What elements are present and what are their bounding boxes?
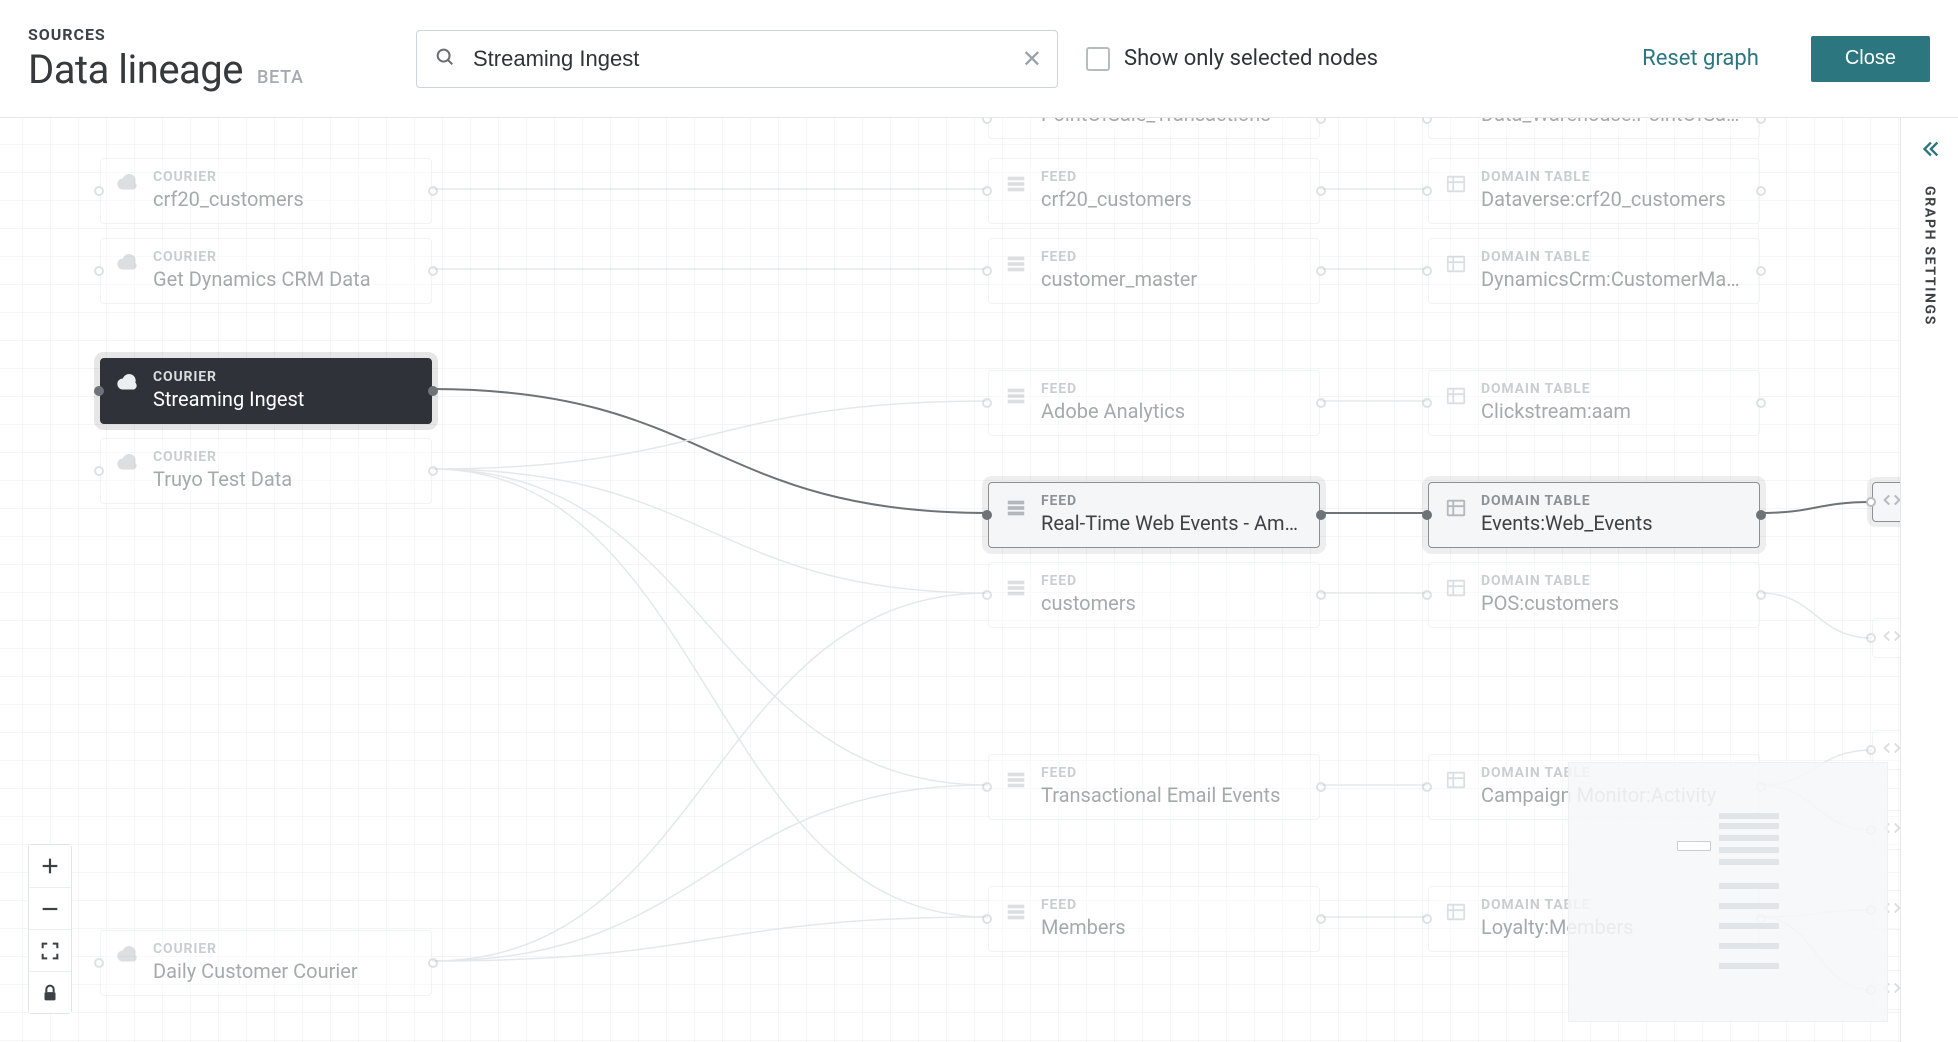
reset-graph-link[interactable]: Reset graph: [1642, 46, 1759, 71]
checkbox-box: [1086, 47, 1110, 71]
node-type: COURIER: [153, 449, 415, 465]
title-eyebrow: SOURCES: [28, 25, 388, 44]
domain-table-icon: [1445, 769, 1467, 795]
node-label: Get Dynamics CRM Data: [153, 267, 415, 291]
node-type: FEED: [1041, 573, 1303, 589]
close-button[interactable]: Close: [1811, 36, 1930, 82]
courier-icon: [117, 453, 139, 479]
lineage-node[interactable]: FEED Transactional Email Events: [988, 754, 1320, 820]
node-label: crf20_customers: [153, 187, 415, 211]
feed-icon: [1005, 901, 1027, 927]
lineage-canvas[interactable]: FEEDPointOfSale_TransactionsDOMAIN TABLE…: [0, 118, 1958, 1042]
courier-icon: [117, 253, 139, 279]
search-icon: [434, 46, 456, 72]
node-label: Daily Customer Courier: [153, 959, 415, 983]
node-label: Members: [1041, 915, 1303, 939]
domain-table-icon: [1445, 901, 1467, 927]
zoom-toolbar: [28, 844, 72, 1014]
node-label: Adobe Analytics: [1041, 399, 1303, 423]
domain-table-icon: [1445, 577, 1467, 603]
node-type: DOMAIN TABLE: [1481, 249, 1743, 265]
lineage-node[interactable]: COURIER Streaming Ingest: [100, 358, 432, 424]
node-type: FEED: [1041, 493, 1303, 509]
domain-table-icon: [1445, 497, 1467, 523]
node-label: Real-Time Web Events - Ampe…: [1041, 511, 1303, 535]
node-label: Truyo Test Data: [153, 467, 415, 491]
node-label: customer_master: [1041, 267, 1303, 291]
lineage-node[interactable]: COURIER Daily Customer Courier: [100, 930, 432, 996]
node-type: FEED: [1041, 765, 1303, 781]
node-type: COURIER: [153, 369, 415, 385]
zoom-out-button[interactable]: [29, 887, 71, 929]
domain-table-icon: [1445, 253, 1467, 279]
checkbox-label: Show only selected nodes: [1124, 46, 1378, 71]
node-type: FEED: [1041, 897, 1303, 913]
feed-icon: [1005, 577, 1027, 603]
node-type: FEED: [1041, 169, 1303, 185]
feed-icon: [1005, 769, 1027, 795]
lineage-node[interactable]: DOMAIN TABLE DynamicsCrm:CustomerMaster: [1428, 238, 1760, 304]
node-type: FEED: [1041, 381, 1303, 397]
feed-icon: [1005, 497, 1027, 523]
node-type: DOMAIN TABLE: [1481, 169, 1743, 185]
collapse-rail-icon[interactable]: [1919, 138, 1941, 164]
feed-icon: [1005, 253, 1027, 279]
lineage-node[interactable]: FEED crf20_customers: [988, 158, 1320, 224]
node-type: COURIER: [153, 169, 415, 185]
node-label: customers: [1041, 591, 1303, 615]
courier-icon: [117, 373, 139, 399]
node-type: FEED: [1041, 249, 1303, 265]
feed-icon: [1005, 385, 1027, 411]
node-label: Transactional Email Events: [1041, 783, 1303, 807]
lock-layout-button[interactable]: [29, 971, 71, 1013]
lineage-node[interactable]: COURIER Truyo Test Data: [100, 438, 432, 504]
feed-icon: [1005, 173, 1027, 199]
lineage-node[interactable]: COURIER crf20_customers: [100, 158, 432, 224]
courier-icon: [117, 173, 139, 199]
node-type: DOMAIN TABLE: [1481, 493, 1743, 509]
domain-table-icon: [1445, 173, 1467, 199]
node-label: Dataverse:crf20_customers: [1481, 187, 1743, 211]
domain-table-icon: [1445, 385, 1467, 411]
courier-icon: [117, 945, 139, 971]
minimap[interactable]: [1568, 762, 1888, 1022]
node-label: POS:customers: [1481, 591, 1743, 615]
lineage-node[interactable]: FEED customer_master: [988, 238, 1320, 304]
node-type: DOMAIN TABLE: [1481, 573, 1743, 589]
lineage-node[interactable]: FEED Adobe Analytics: [988, 370, 1320, 436]
lineage-node[interactable]: DOMAIN TABLE POS:customers: [1428, 562, 1760, 628]
node-type: COURIER: [153, 941, 415, 957]
search-wrap: ✕: [416, 30, 1058, 88]
header: SOURCES Data lineage BETA ✕ Show only se…: [0, 0, 1958, 118]
node-label: Clickstream:aam: [1481, 399, 1743, 423]
settings-rail-label[interactable]: GRAPH SETTINGS: [1922, 186, 1938, 326]
node-label: DynamicsCrm:CustomerMaster: [1481, 267, 1743, 291]
show-only-selected-checkbox[interactable]: Show only selected nodes: [1086, 46, 1378, 71]
fit-to-screen-button[interactable]: [29, 929, 71, 971]
lineage-node[interactable]: FEED customers: [988, 562, 1320, 628]
lineage-node[interactable]: FEED Members: [988, 886, 1320, 952]
node-label: Streaming Ingest: [153, 387, 415, 411]
lineage-node[interactable]: DOMAIN TABLE Dataverse:crf20_customers: [1428, 158, 1760, 224]
lineage-node[interactable]: COURIER Get Dynamics CRM Data: [100, 238, 432, 304]
node-type: COURIER: [153, 249, 415, 265]
lineage-node[interactable]: DOMAIN TABLE Clickstream:aam: [1428, 370, 1760, 436]
node-label: crf20_customers: [1041, 187, 1303, 211]
beta-badge: BETA: [257, 67, 304, 88]
page-title: Data lineage: [28, 46, 243, 93]
node-label: Events:Web_Events: [1481, 511, 1743, 535]
search-input[interactable]: [416, 30, 1058, 88]
title-block: SOURCES Data lineage BETA: [28, 25, 388, 93]
clear-search-icon[interactable]: ✕: [1022, 47, 1042, 71]
lineage-node[interactable]: FEED Real-Time Web Events - Ampe…: [988, 482, 1320, 548]
node-type: DOMAIN TABLE: [1481, 381, 1743, 397]
settings-rail: GRAPH SETTINGS: [1900, 118, 1958, 1042]
zoom-in-button[interactable]: [29, 845, 71, 887]
lineage-node[interactable]: DOMAIN TABLE Events:Web_Events: [1428, 482, 1760, 548]
